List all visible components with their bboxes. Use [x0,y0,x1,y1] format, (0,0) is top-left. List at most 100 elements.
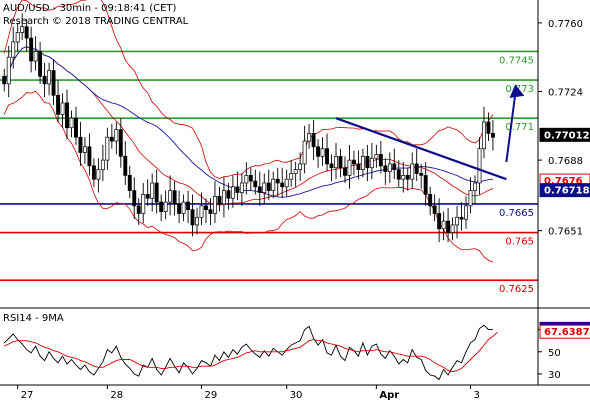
candle-body [29,37,34,62]
candle-body [490,133,495,138]
price-box-label: 0.76718 [544,186,590,197]
candle-body [369,157,374,169]
level-label: 0.7665 [499,208,534,219]
candle-body [298,163,303,171]
candle-body [11,41,16,58]
candle-body [145,194,150,199]
candle-body [56,94,60,115]
candle-body [257,186,262,193]
candle-body [150,182,155,199]
candle-body [477,148,482,184]
level-label: 0.7625 [499,284,534,295]
candle-body [262,182,267,193]
candle-body [33,51,38,62]
price-tick-label: 0.7724 [548,88,583,99]
candle-body [473,182,477,191]
rsi-series-line [4,331,498,373]
candle-body [136,205,141,214]
price-box-label: 0.7676 [544,176,583,187]
candle-body [51,70,56,96]
rsi-series-line [3,324,493,381]
time-tick-label: 3 [474,390,480,400]
candle-body [69,117,74,129]
candle-body [239,182,244,193]
chart-copyright: Research © 2018 TRADING CENTRAL [3,16,189,27]
candle-body [42,75,47,85]
level-label: 0.765 [505,237,534,248]
candle-body [208,209,213,214]
candle-body [280,182,285,188]
rsi-value-box [539,324,590,339]
candle-body [419,173,424,176]
candle-body [177,203,182,214]
candle-body [123,155,128,176]
candle-body [195,216,199,226]
candle-body [401,175,406,180]
rsi-title: RSI14 - 9MA [3,313,64,324]
projection-line [505,93,517,163]
rsi-value-label: 67.6387 [544,327,590,338]
candle-body [459,216,464,220]
candle-body [387,163,392,172]
candle-body [190,209,195,226]
price-box [539,183,590,198]
candle-body [181,201,186,214]
candle-body [338,155,343,169]
price-box-label: 0.77012 [544,130,590,141]
candle-body [221,190,226,205]
time-tick-label: 29 [205,390,218,400]
candle-body [15,32,20,43]
candle-body [307,133,312,142]
candle-body [6,56,11,85]
time-tick-label: Apr [379,390,399,400]
candle-body [325,148,329,165]
candle-body [396,169,401,180]
candle-body [235,186,240,193]
candle-body [199,205,204,218]
candle-body [82,146,87,153]
rsi-tick-label: 50 [548,348,561,359]
candle-body [217,195,222,205]
candle-body [302,140,307,165]
candle-body [60,102,65,115]
candle-body [289,173,294,180]
candle-body [253,180,258,188]
projection-arrowhead [509,84,525,99]
candle-body [441,220,446,230]
candle-body [464,205,468,220]
candle-body [91,165,96,180]
candle-body [213,195,217,214]
candle-body [428,194,433,207]
level-label: 0.771 [505,122,534,133]
candle-body [455,216,460,226]
candle-body [468,190,473,207]
candle-body [266,182,271,191]
candle-body [450,224,455,233]
candle-body [329,163,334,169]
candle-body [100,159,105,171]
candle-body [38,51,43,77]
candle-body [248,175,253,182]
candle-body [423,175,428,195]
candle-body [78,136,83,153]
candle-body [311,133,316,148]
candle-body [141,194,146,214]
candle-body [159,201,164,212]
chart-title: AUD/USD - 30min - 09:18:41 (CET) [3,3,177,14]
candle-body [2,75,7,85]
candle-body [271,178,276,191]
candle-body [24,26,29,39]
candle-body [320,148,325,157]
candle-body [432,205,437,214]
candle-body [284,178,289,188]
candle-body [74,117,78,138]
candle-body [405,175,410,180]
rsi-tick-label: 30 [548,370,561,381]
candle-body [186,201,191,211]
candle-body [47,70,52,85]
candle-body [87,146,92,167]
candle-body [244,175,249,184]
candle-body [343,167,347,176]
bollinger-lower [3,90,494,263]
